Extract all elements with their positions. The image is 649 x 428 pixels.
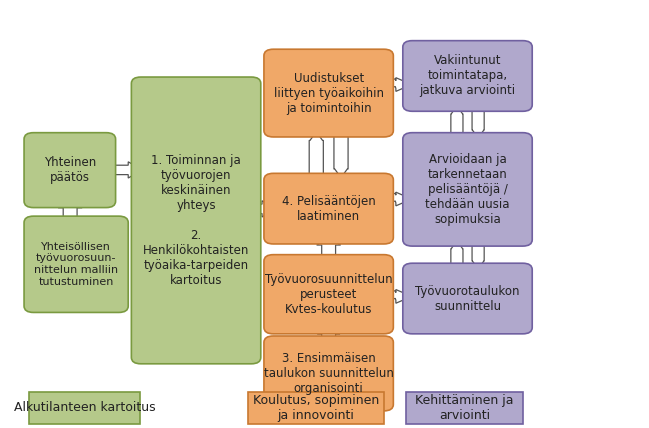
Polygon shape (309, 132, 323, 178)
FancyBboxPatch shape (248, 392, 384, 424)
Text: Yhteisöllisen
työvuorosuun-
nittelun malliin
tutustuminen: Yhteisöllisen työvuorosuun- nittelun mal… (34, 242, 118, 287)
Polygon shape (317, 237, 341, 261)
Text: Kehittäminen ja
arviointi: Kehittäminen ja arviointi (415, 394, 513, 422)
Polygon shape (334, 132, 348, 178)
Text: 4. Pelisääntöjen
laatiminen: 4. Pelisääntöjen laatiminen (282, 195, 376, 223)
Text: 3. Ensimmäisen
taulukon suunnittelun
organisointi: 3. Ensimmäisen taulukon suunnittelun org… (263, 352, 393, 395)
Text: Arvioidaan ja
tarkennetaan
pelisääntöjä /
tehdään uusia
sopimuksia: Arvioidaan ja tarkennetaan pelisääntöjä … (425, 153, 509, 226)
Text: Työvuorotaulukon
suunnittelu: Työvuorotaulukon suunnittelu (415, 285, 520, 312)
FancyBboxPatch shape (403, 41, 532, 111)
FancyBboxPatch shape (403, 133, 532, 246)
Polygon shape (384, 78, 411, 92)
Text: Koulutus, sopiminen
ja innovointi: Koulutus, sopiminen ja innovointi (253, 394, 379, 422)
FancyBboxPatch shape (264, 49, 393, 137)
FancyBboxPatch shape (131, 77, 261, 364)
Text: Työvuorosuunnittelun
perusteet
Kvtes-koulutus: Työvuorosuunnittelun perusteet Kvtes-kou… (265, 273, 393, 316)
Text: Yhteinen
päätös: Yhteinen päätös (43, 156, 96, 184)
Polygon shape (472, 241, 484, 269)
Text: 1. Toiminnan ja
työvuorojen
keskinäinen
yhteys

2.
Henkilökohtaisten
työaika-tar: 1. Toiminnan ja työvuorojen keskinäinen … (143, 154, 249, 287)
Polygon shape (106, 162, 142, 178)
FancyBboxPatch shape (24, 216, 129, 312)
Text: Uudistukset
liittyen työaikoihin
ja toimintoihin: Uudistukset liittyen työaikoihin ja toim… (274, 71, 384, 115)
Polygon shape (384, 290, 411, 303)
Polygon shape (251, 201, 275, 217)
FancyBboxPatch shape (29, 392, 140, 424)
Polygon shape (451, 241, 463, 269)
FancyBboxPatch shape (403, 263, 532, 334)
Polygon shape (384, 192, 411, 206)
Polygon shape (58, 200, 82, 223)
Text: Alkutilanteen kartoitus: Alkutilanteen kartoitus (14, 401, 155, 414)
FancyBboxPatch shape (24, 133, 116, 208)
Polygon shape (317, 327, 340, 342)
Text: Vakiintunut
toimintatapa,
jatkuva arviointi: Vakiintunut toimintatapa, jatkuva arvioi… (419, 54, 515, 98)
FancyBboxPatch shape (264, 336, 393, 411)
Polygon shape (451, 106, 463, 138)
FancyBboxPatch shape (264, 173, 393, 244)
FancyBboxPatch shape (406, 392, 522, 424)
FancyBboxPatch shape (264, 255, 393, 334)
Polygon shape (472, 106, 484, 138)
